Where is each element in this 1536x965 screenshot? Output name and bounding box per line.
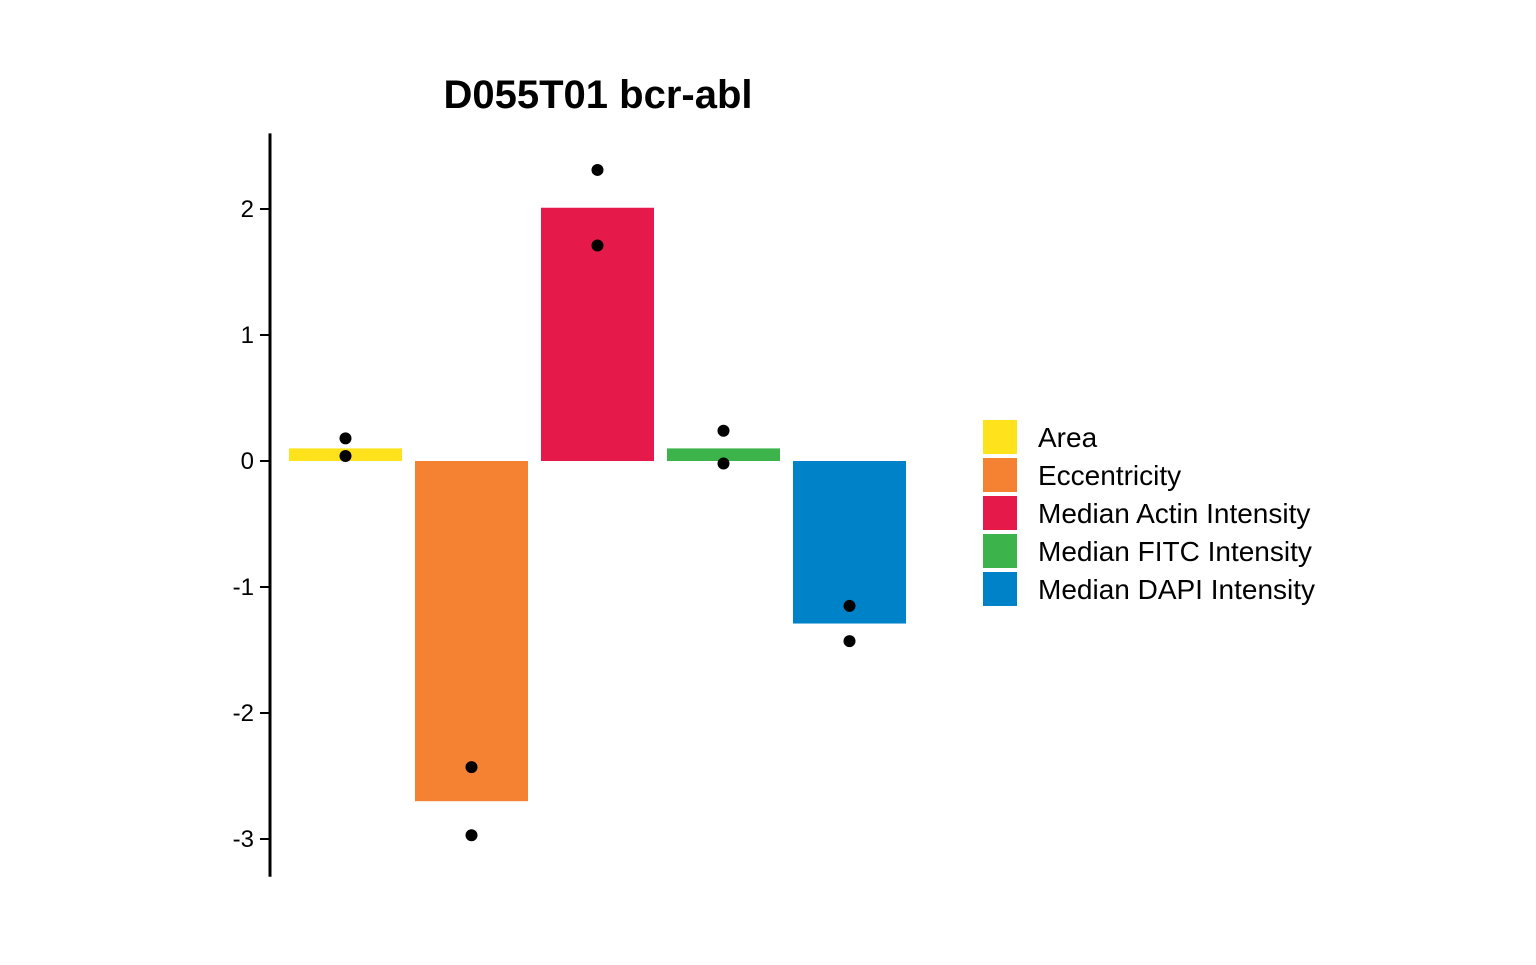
y-tick-label: -2: [233, 700, 254, 727]
bar: [667, 448, 780, 461]
data-point: [339, 432, 352, 445]
y-axis: -3 -2 -1 0 1 2: [233, 133, 272, 877]
data-point: [843, 599, 856, 612]
data-point: [591, 239, 604, 252]
legend-swatch: [983, 572, 1017, 606]
y-tick-label: -1: [233, 574, 254, 601]
legend-swatch: [983, 420, 1017, 454]
legend: Area Eccentricity Median Actin Intensity Me…: [983, 420, 1315, 606]
data-point: [339, 449, 352, 462]
y-tick-label: 0: [241, 448, 254, 475]
points-layer: [339, 163, 856, 842]
bars-layer: [289, 207, 906, 802]
chart-title: D055T01 bcr-abl: [443, 73, 752, 117]
data-point: [465, 829, 478, 842]
y-tick-label: 2: [241, 196, 254, 223]
data-point: [843, 635, 856, 648]
legend-label: Median FITC Intensity: [1038, 536, 1312, 567]
data-point: [717, 424, 730, 437]
y-tick-label: -3: [233, 826, 254, 853]
data-point: [591, 163, 604, 176]
data-point: [717, 457, 730, 470]
bar: [793, 461, 906, 624]
legend-label: Eccentricity: [1038, 460, 1181, 491]
legend-label: Median Actin Intensity: [1038, 498, 1310, 529]
bar: [415, 461, 528, 802]
legend-label: Median DAPI Intensity: [1038, 574, 1315, 605]
y-tick-label: 1: [241, 322, 254, 349]
legend-swatch: [983, 496, 1017, 530]
legend-label: Area: [1038, 422, 1098, 453]
data-point: [465, 761, 478, 774]
legend-swatch: [983, 458, 1017, 492]
legend-swatch: [983, 534, 1017, 568]
